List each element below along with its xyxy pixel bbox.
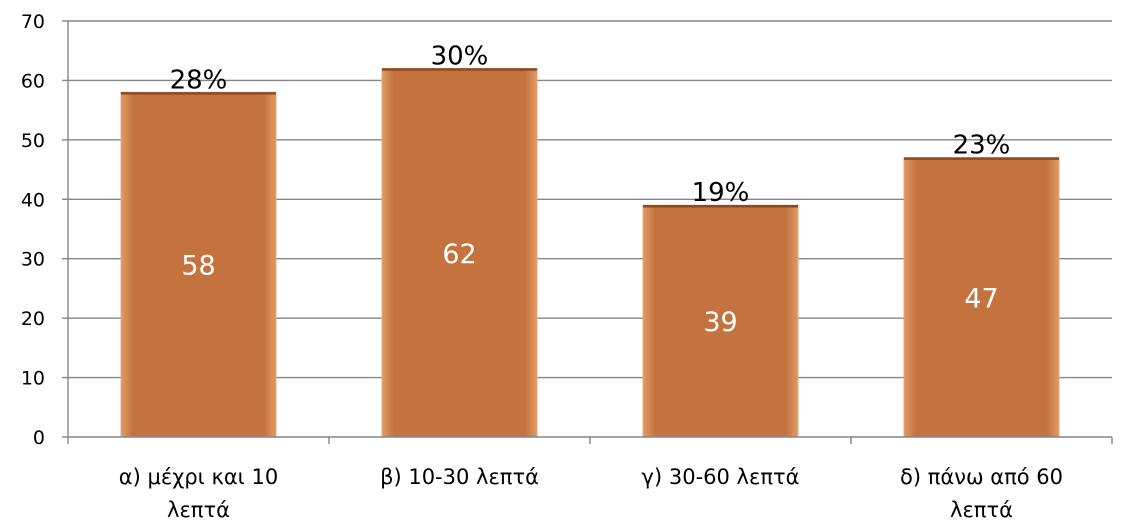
x-category-label: δ) πάνω από 60 λεπτά [900,465,1063,522]
bar-value-label: 47 [964,283,998,314]
bar-percent-label: 19% [692,178,750,208]
y-tick-label: 50 [21,130,45,152]
bar-value-label: 58 [181,251,215,282]
y-tick-label: 10 [21,368,45,390]
y-tick-label: 70 [21,11,45,33]
y-tick-label: 40 [21,189,45,211]
bars: 58 28% 62 30% 39 19% 47 23% [120,42,1060,438]
bar [642,204,799,438]
x-category-label: β) 10-30 λεπτά [380,465,539,489]
y-tick-label: 60 [21,70,45,92]
bar-percent-label: 23% [953,131,1011,161]
bar-percent-label: 30% [431,42,489,72]
bar-value-label: 39 [703,307,737,338]
bar-percent-label: 28% [170,65,228,95]
axes [67,21,1113,444]
y-tick-label: 20 [21,308,45,330]
x-axis-labels: α) μέχρι και 10 λεπτά β) 10-30 λεπτά γ) 30-… [119,465,1063,522]
bar [120,91,277,438]
bar-value-label: 62 [442,239,476,270]
y-axis-ticks: 0 10 20 30 40 50 60 70 [21,11,68,449]
y-tick-label: 30 [21,249,45,271]
bar [903,157,1060,438]
y-tick-label: 0 [33,427,45,449]
x-category-label: α) μέχρι και 10 λεπτά [119,465,278,522]
x-category-label: γ) 30-60 λεπτά [642,465,800,489]
